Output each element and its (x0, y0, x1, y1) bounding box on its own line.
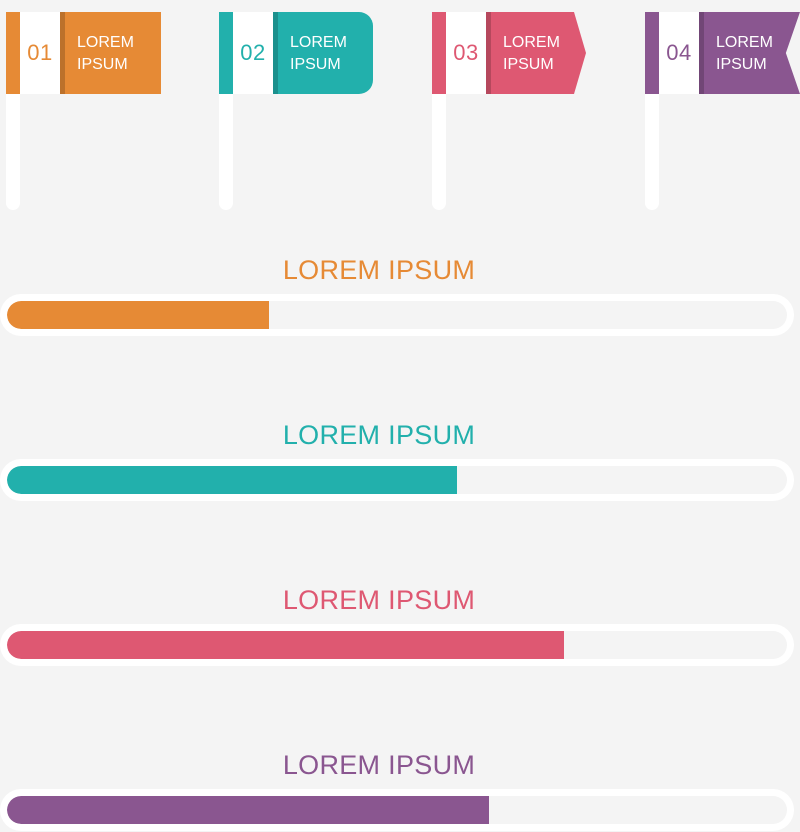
flag-accent (6, 12, 20, 94)
flag-number: 02 (233, 12, 273, 94)
progress-track (0, 789, 794, 831)
progress-track (0, 459, 794, 501)
progress-channel (7, 631, 787, 659)
flag-banner: LOREM IPSUM (486, 12, 586, 94)
flag-banner: LOREM IPSUM (699, 12, 800, 94)
flag-04: 04 LOREM IPSUM (645, 12, 800, 212)
flag-03: 03 LOREM IPSUM (432, 12, 588, 212)
progress-channel (7, 301, 787, 329)
progress-title: LOREM IPSUM (282, 750, 476, 780)
progress-channel (7, 796, 787, 824)
flag-label-line1: LOREM (716, 34, 773, 51)
flag-label-line2: IPSUM (77, 56, 128, 73)
progress-title: LOREM IPSUM (282, 255, 476, 285)
progress-title: LOREM IPSUM (282, 420, 476, 450)
flag-number: 04 (659, 12, 699, 94)
progress-track (0, 294, 794, 336)
flag-number: 03 (446, 12, 486, 94)
flag-label-line1: LOREM (77, 34, 134, 51)
flag-number: 01 (20, 12, 60, 94)
progress-channel (7, 466, 787, 494)
progress-fill (7, 631, 564, 659)
flag-label-line2: IPSUM (716, 56, 767, 73)
flag-label-line1: LOREM (290, 34, 347, 51)
flag-banner: LOREM IPSUM (60, 12, 161, 94)
flag-label-line2: IPSUM (503, 56, 554, 73)
progress-fill (7, 796, 490, 824)
progress-track (0, 624, 794, 666)
progress-title: LOREM IPSUM (282, 585, 476, 615)
flag-01: 01 LOREM IPSUM (6, 12, 162, 212)
flag-accent (645, 12, 659, 94)
progress-fill (7, 466, 458, 494)
flag-label-line2: IPSUM (290, 56, 341, 73)
flag-banner: LOREM IPSUM (273, 12, 373, 94)
flag-accent (432, 12, 446, 94)
flag-accent (219, 12, 233, 94)
flag-02: 02 LOREM IPSUM (219, 12, 375, 212)
progress-fill (7, 301, 270, 329)
flag-label-line1: LOREM (503, 34, 560, 51)
